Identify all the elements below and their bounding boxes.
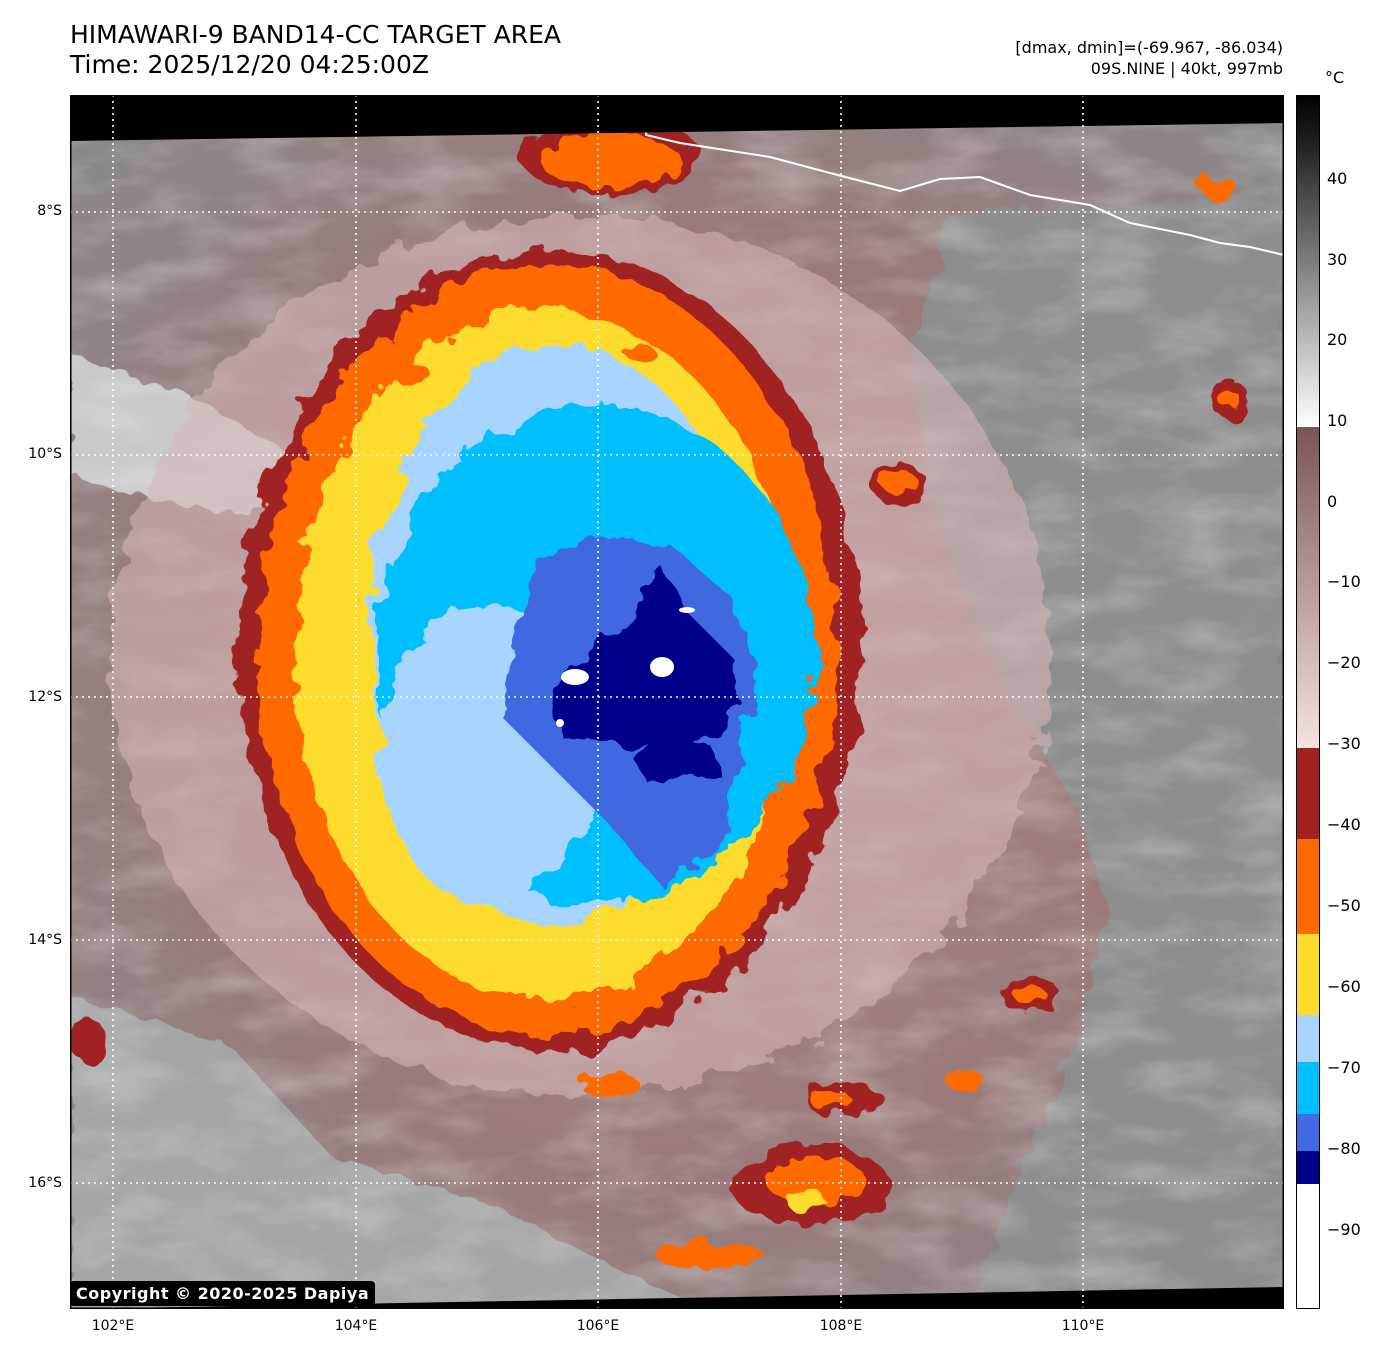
copyright-badge: Copyright © 2020-2025 Dapiya bbox=[70, 1281, 376, 1306]
lon-label-108e: 108°E bbox=[819, 1318, 863, 1334]
colorbar-label-0: 0 bbox=[1327, 492, 1338, 511]
colorbar-label-m50: −50 bbox=[1327, 896, 1361, 915]
colorbar-label-m20: −20 bbox=[1327, 653, 1361, 672]
gridlines bbox=[70, 95, 1284, 1309]
colorbar-cyan bbox=[1296, 1062, 1320, 1114]
colorbar-label-m30: −30 bbox=[1327, 734, 1361, 753]
ring-navy-lobe bbox=[630, 735, 720, 785]
lon-label-106e: 106°E bbox=[576, 1318, 620, 1334]
lon-label-102e: 102°E bbox=[91, 1318, 135, 1334]
colorbar-navy bbox=[1296, 1151, 1320, 1184]
colorbar-label-m10: −10 bbox=[1327, 572, 1361, 591]
lat-label-12s: 12°S bbox=[28, 689, 62, 705]
lat-label-16s: 16°S bbox=[28, 1175, 62, 1191]
nodata-top bbox=[70, 95, 1284, 141]
colorbar-grey bbox=[1296, 95, 1320, 427]
colorbar-label-20: 20 bbox=[1327, 330, 1348, 349]
storm-summary: 09S.NINE | 40kt, 997mb bbox=[1090, 59, 1283, 78]
colorbar-label-40: 40 bbox=[1327, 169, 1348, 188]
colorbar-yellow bbox=[1296, 934, 1320, 1015]
colorbar-white bbox=[1296, 1184, 1320, 1309]
colorbar-darkred bbox=[1296, 748, 1320, 839]
coldest-tops bbox=[556, 607, 695, 727]
map-title-block: HIMAWARI-9 BAND14-CC TARGET AREA Time: 2… bbox=[70, 20, 561, 80]
lon-label-104e: 104°E bbox=[334, 1318, 378, 1334]
colorbar-frame bbox=[1296, 95, 1320, 1309]
colorbar-label-10: 10 bbox=[1327, 411, 1348, 430]
colorbar-unit: °C bbox=[1325, 68, 1345, 87]
lat-label-8s: 8°S bbox=[37, 203, 62, 219]
map-frame bbox=[70, 95, 1284, 1309]
map-title: HIMAWARI-9 BAND14-CC TARGET AREA bbox=[70, 20, 562, 49]
colorbar-label-m90: −90 bbox=[1327, 1220, 1361, 1239]
map-time: Time: 2025/12/20 04:25:00Z bbox=[70, 50, 429, 79]
lon-label-110e: 110°E bbox=[1061, 1318, 1105, 1334]
colorbar-label-m60: −60 bbox=[1327, 977, 1361, 996]
colorbar-royal bbox=[1296, 1114, 1320, 1151]
colorbar-brown bbox=[1296, 427, 1320, 748]
colorbar-label-m80: −80 bbox=[1327, 1139, 1361, 1158]
ring-navy bbox=[550, 565, 740, 745]
lat-label-14s: 14°S bbox=[28, 932, 62, 948]
colorbar-label-30: 30 bbox=[1327, 250, 1348, 269]
convective-cells bbox=[70, 115, 1248, 1269]
storm-info-block: [dmax, dmin]=(-69.967, -86.034) 09S.NINE… bbox=[1015, 37, 1283, 79]
coastline bbox=[644, 95, 1284, 256]
temperature-range: [dmax, dmin]=(-69.967, -86.034) bbox=[1015, 38, 1283, 57]
colorbar-orange bbox=[1296, 839, 1320, 934]
colorbar-label-m70: −70 bbox=[1327, 1058, 1361, 1077]
colorbar-label-m40: −40 bbox=[1327, 815, 1361, 834]
lat-label-10s: 10°S bbox=[28, 446, 62, 462]
satellite-image bbox=[70, 95, 1284, 1309]
colorbar-lightblue bbox=[1296, 1015, 1320, 1062]
colorbar bbox=[1296, 95, 1320, 1309]
